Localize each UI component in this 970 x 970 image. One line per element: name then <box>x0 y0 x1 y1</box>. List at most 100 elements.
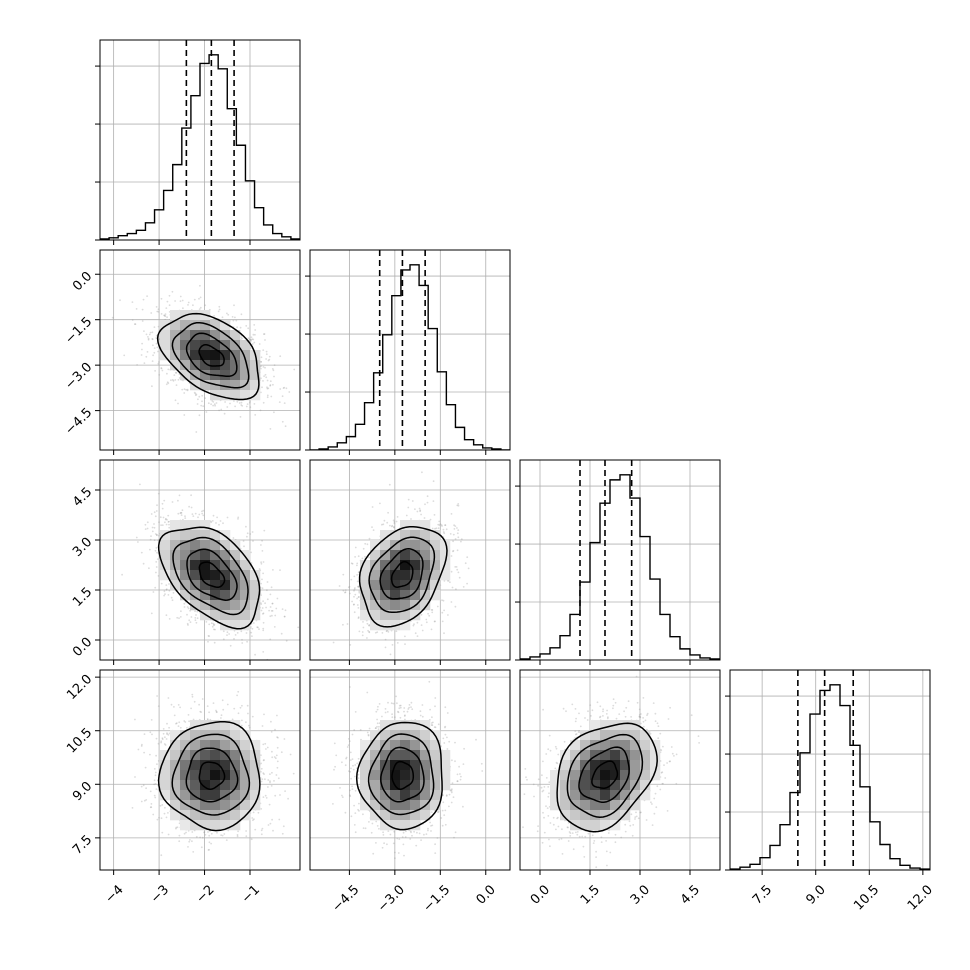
scatter-point <box>393 521 396 523</box>
scatter-point <box>153 539 156 542</box>
scatter-point <box>393 522 396 525</box>
scatter-point <box>201 394 204 397</box>
scatter-point <box>187 304 189 306</box>
scatter-point <box>362 621 364 623</box>
density-cell <box>170 530 181 541</box>
scatter-point <box>266 589 268 592</box>
scatter-point <box>153 526 156 529</box>
scatter-point <box>262 401 265 404</box>
histogram-panel-2 <box>515 459 721 665</box>
scatter-panel-2-1 <box>309 459 511 665</box>
density-cell <box>190 520 201 531</box>
scatter-point <box>253 403 256 405</box>
contour-line <box>198 344 225 367</box>
scatter-point <box>139 483 141 486</box>
scatter-point <box>342 589 345 592</box>
scatter-point <box>456 568 459 571</box>
scatter-point <box>202 514 205 517</box>
scatter-point <box>232 537 235 539</box>
scatter-point <box>160 582 163 585</box>
density-cell <box>230 550 241 561</box>
scatter-point <box>353 611 356 614</box>
density-cell <box>210 540 221 551</box>
scatter-point <box>457 504 460 507</box>
scatter-point <box>190 506 193 509</box>
scatter-point <box>215 402 218 404</box>
scatter-point <box>160 297 163 300</box>
scatter-point <box>462 586 465 588</box>
scatter-point <box>268 358 271 361</box>
density-cell <box>210 350 221 361</box>
scatter-point <box>188 505 191 508</box>
scatter-point <box>356 580 359 583</box>
scatter-point <box>272 383 274 386</box>
scatter-point <box>269 380 272 383</box>
scatter-point <box>246 640 249 643</box>
density-cell <box>180 560 191 571</box>
scatter-point <box>195 393 198 396</box>
scatter-point <box>157 310 160 313</box>
scatter-point <box>356 562 359 565</box>
scatter-point <box>119 299 121 302</box>
scatter-point <box>154 586 157 589</box>
density-cell <box>240 610 251 621</box>
scatter-point <box>197 398 199 401</box>
scatter-point <box>357 617 360 619</box>
scatter-point <box>357 586 360 588</box>
scatter-point <box>180 514 183 516</box>
density-cell <box>210 530 221 541</box>
panel-content <box>100 250 300 450</box>
scatter-point <box>233 304 235 307</box>
scatter-point <box>260 594 262 596</box>
scatter-point <box>158 338 161 340</box>
scatter-point <box>156 558 159 560</box>
scatter-point <box>449 581 451 584</box>
scatter-point <box>384 646 387 649</box>
scatter-point <box>165 589 168 591</box>
density-cell <box>220 370 231 381</box>
scatter-point <box>157 325 160 328</box>
density-cell <box>180 360 191 371</box>
scatter-point <box>443 609 445 612</box>
density-cell <box>190 550 201 561</box>
scatter-point <box>438 520 441 523</box>
scatter-point <box>267 387 270 390</box>
scatter-point <box>165 523 168 526</box>
density-cell <box>200 380 211 391</box>
scatter-point <box>144 528 147 530</box>
scatter-point <box>252 333 255 336</box>
scatter-point <box>368 537 371 540</box>
scatter-point <box>179 616 182 618</box>
scatter-point <box>362 547 365 550</box>
scatter-point <box>272 569 274 571</box>
scatter-point <box>253 341 256 344</box>
scatter-point <box>188 619 191 622</box>
scatter-point <box>157 492 160 495</box>
scatter-point <box>278 401 281 403</box>
scatter-point <box>151 338 154 341</box>
scatter-point <box>241 642 244 644</box>
scatter-point <box>171 599 174 602</box>
scatter-point <box>153 523 155 525</box>
scatter-point <box>423 517 426 519</box>
scatter-point <box>389 524 391 527</box>
scatter-point <box>425 618 428 621</box>
scatter-point <box>223 412 226 415</box>
scatter-point <box>281 420 284 423</box>
scatter-point <box>389 653 392 656</box>
scatter-point <box>151 530 154 533</box>
density-cell <box>200 370 211 381</box>
scatter-point <box>283 615 286 618</box>
scatter-point <box>366 622 369 625</box>
scatter-point <box>240 630 243 633</box>
scatter-point <box>431 611 434 614</box>
scatter-point <box>198 297 200 300</box>
density-cell <box>160 530 171 541</box>
scatter-point <box>167 514 170 517</box>
density-cell <box>220 320 231 331</box>
scatter-point <box>450 601 453 603</box>
scatter-point <box>185 388 188 391</box>
scatter-point <box>211 400 214 402</box>
scatter-point <box>414 508 416 510</box>
scatter-point <box>207 390 210 392</box>
